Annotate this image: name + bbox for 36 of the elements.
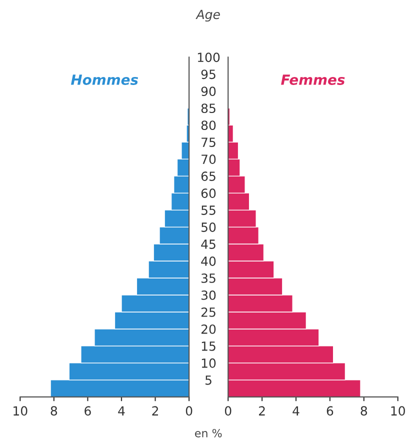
x-tick-label: 0 (186, 406, 192, 416)
y-tick-label: 45 (201, 240, 216, 249)
x-tick-label: 2 (258, 406, 265, 416)
y-tick-label: 90 (201, 86, 216, 96)
y-tick-label: 5 (205, 376, 212, 385)
y-tick-label: 75 (202, 138, 216, 148)
x-tick-label: 10 (391, 406, 405, 416)
y-tick-label: 60 (201, 188, 216, 198)
x-tick-label: 0 (224, 406, 232, 416)
y-tick-label: 40 (201, 256, 216, 266)
x-tick-label: 2 (152, 406, 158, 416)
y-tick-label: 25 (201, 307, 216, 317)
x-tick-label: 6 (84, 406, 91, 416)
x-tick-label: 10 (14, 406, 28, 416)
y-tick-label: 50 (202, 222, 216, 232)
y-tick-label: 35 (202, 273, 216, 283)
x-axis-title: en % (195, 428, 222, 438)
y-tick-label: 30 (202, 290, 216, 300)
y-tick-label: 10 (202, 358, 216, 368)
x-tick-label: 8 (360, 406, 368, 416)
text: Hommes (70, 74, 138, 85)
x-tick-label: 8 (50, 406, 58, 416)
y-tick-label: 100 (198, 52, 220, 62)
x-tick-label: 6 (326, 406, 334, 416)
x-tick-label: 4 (118, 406, 125, 416)
y-tick-label: 15 (202, 342, 216, 351)
y-tick-label: 80 (201, 120, 216, 130)
y-tick-label: 70 (202, 154, 216, 164)
y-tick-label: 85 (201, 104, 216, 114)
y-tick-label: 95 (201, 70, 216, 80)
y-tick-label: 65 (201, 172, 216, 181)
y-tick-label: 55 (202, 206, 216, 215)
chart-title: Age (196, 10, 220, 22)
x-tick-label: 4 (292, 406, 300, 416)
text: Femmes (281, 74, 345, 85)
y-tick-label: 20 (201, 324, 216, 334)
